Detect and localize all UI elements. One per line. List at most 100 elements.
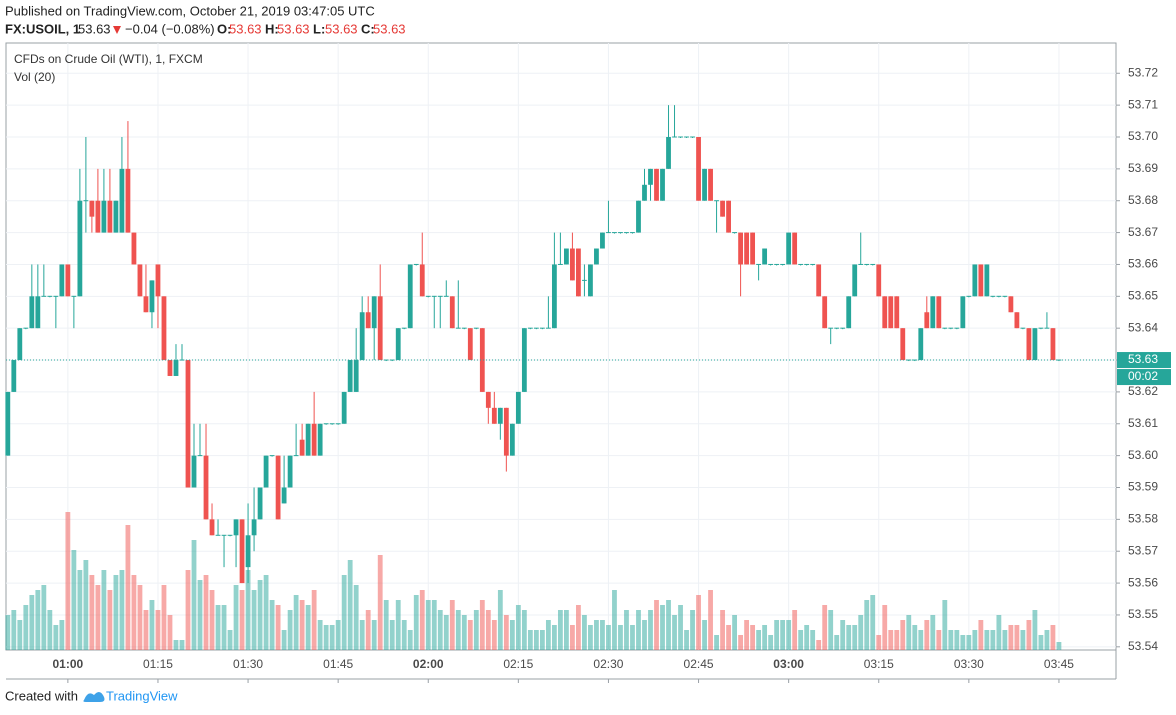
volume-bar <box>341 575 347 650</box>
volume-bar <box>858 615 864 650</box>
volume-bar <box>47 610 53 650</box>
volume-bar <box>179 640 185 650</box>
candle-body <box>984 264 990 297</box>
candle-body <box>23 327 29 329</box>
volume-bar <box>497 590 503 650</box>
volume-bar <box>654 600 659 650</box>
y-tick-label: 53.62 <box>1128 384 1158 398</box>
volume-bar <box>648 610 653 650</box>
candle-body <box>792 232 798 265</box>
brand[interactable]: TradingView <box>106 688 178 703</box>
candle-body <box>353 360 359 392</box>
axes: 53.54 53.55 53.56 53.57 53.58 53.59 53.60 53.61… <box>53 65 1171 683</box>
legend-label: C: <box>361 21 375 36</box>
candle-body <box>624 232 629 234</box>
candle-body <box>125 168 131 233</box>
volume-bar <box>449 600 455 650</box>
volume-bar <box>377 555 383 650</box>
candle-body <box>594 248 599 265</box>
volume-bar <box>167 615 173 650</box>
volume-bar <box>1020 630 1026 650</box>
candle-body <box>89 200 95 217</box>
volume-bar <box>263 575 269 650</box>
candle-body <box>774 263 780 265</box>
volume-bar <box>17 620 23 650</box>
volume-bar <box>1050 625 1056 650</box>
volume-bar <box>353 585 359 650</box>
x-tick-label: 01:00 <box>53 657 84 671</box>
volume-bar <box>473 610 479 650</box>
legend-value: 53.63 <box>229 21 262 36</box>
volume-bar <box>521 610 527 650</box>
candle-body <box>203 455 209 520</box>
volume-bar <box>846 625 852 650</box>
volume-bar <box>618 625 623 650</box>
volume-bar <box>527 630 533 650</box>
legend-value: 53.63 <box>277 21 310 36</box>
candle-body <box>473 327 479 329</box>
candle-body <box>732 232 737 234</box>
candle-body <box>383 359 389 361</box>
candle-body <box>263 455 269 488</box>
volume-bar <box>311 590 317 650</box>
volume-bar <box>251 590 257 650</box>
y-tick-label: 53.70 <box>1128 129 1158 143</box>
volume-bar <box>570 625 575 650</box>
volume-bar <box>1038 635 1044 650</box>
candle-body <box>912 359 918 361</box>
candle-body <box>630 232 635 234</box>
candle-body <box>612 232 617 234</box>
volume-bar <box>359 620 365 650</box>
volume-bar <box>576 605 581 650</box>
candle-body <box>858 263 864 265</box>
candle-body <box>636 200 641 233</box>
last-price-label: 53.63 <box>1128 352 1158 366</box>
volume-bar <box>317 620 323 650</box>
y-tick-label: 53.58 <box>1128 512 1158 526</box>
volume-bar <box>780 620 786 650</box>
candle-body <box>1026 328 1032 361</box>
candle-body <box>257 487 263 520</box>
candle-body <box>425 295 431 297</box>
volume-bar <box>786 620 792 650</box>
volume-bar <box>197 580 203 650</box>
published-title: Published on TradingView.com, October 21… <box>5 3 375 18</box>
volume-bar <box>918 630 924 650</box>
candle-body <box>359 312 365 361</box>
candle-body <box>900 328 906 361</box>
volume-bar <box>744 620 750 650</box>
candle-body <box>882 296 888 329</box>
brand-logo <box>83 691 105 702</box>
symbol: FX:USOIL, 1 <box>5 21 80 36</box>
ohlc-legend: O:53.63 H:53.63 L: 53.63 C:53.63 <box>217 21 406 36</box>
candle-body <box>780 263 786 265</box>
candle-body <box>395 328 401 361</box>
y-tick-label: 53.71 <box>1128 97 1158 111</box>
candle-body <box>515 391 521 424</box>
candle-body <box>485 391 491 408</box>
candle-body <box>437 295 443 297</box>
volume-bar <box>185 570 191 650</box>
volume-bar <box>149 600 155 650</box>
candle-body <box>191 455 197 488</box>
volume-bar <box>894 630 900 650</box>
candle-body <box>185 360 191 488</box>
candle-body <box>311 423 317 456</box>
candle-body <box>810 263 816 265</box>
volume-bar <box>443 615 449 650</box>
volume-bar <box>678 605 683 650</box>
candle-body <box>804 263 810 265</box>
volume-bar <box>900 620 906 650</box>
legend-label: O: <box>217 21 231 36</box>
x-tick-label: 03:00 <box>773 657 804 671</box>
y-tick-label: 53.65 <box>1128 288 1158 302</box>
candle-body <box>533 327 539 329</box>
volume-bar <box>53 625 59 650</box>
volume-bar <box>71 550 77 650</box>
volume-bar <box>1056 642 1062 650</box>
candle-body <box>281 487 287 504</box>
x-tick-label: 03:15 <box>864 657 894 671</box>
countdown-box <box>1117 369 1171 386</box>
candle-body <box>371 296 377 329</box>
volume-bar <box>239 590 245 650</box>
